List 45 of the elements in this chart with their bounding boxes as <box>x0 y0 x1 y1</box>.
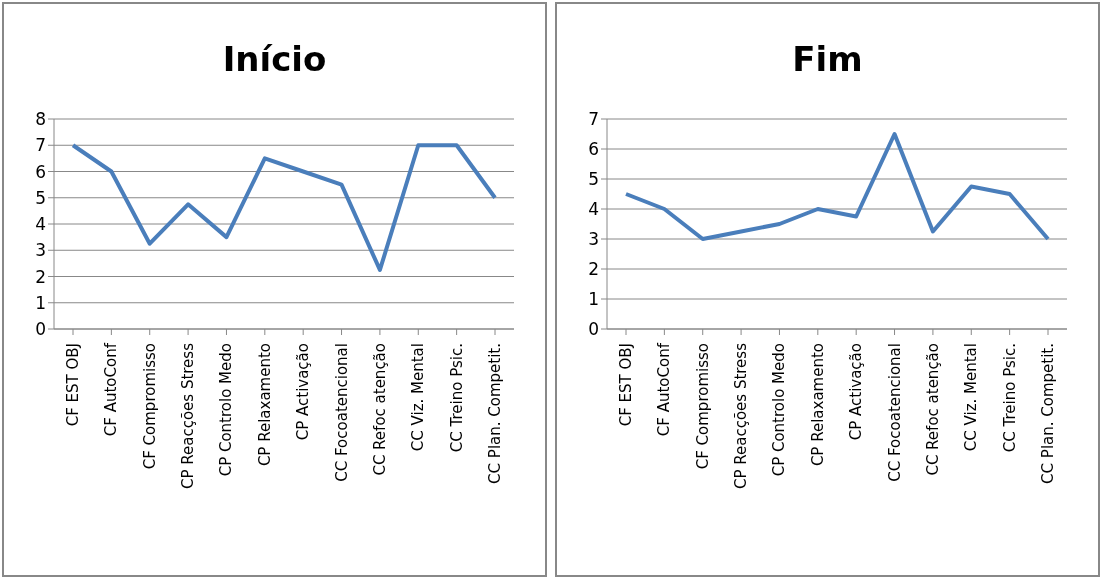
x-tick-label: CF EST OBJ <box>617 343 635 427</box>
y-tick-label: 5 <box>35 187 46 208</box>
x-tick-label: CP Reacções Stress <box>179 342 198 490</box>
y-tick-label: 6 <box>588 139 599 160</box>
x-tick-label: CP Relaxamento <box>255 343 274 467</box>
x-tick-label: CP Relaxamento <box>808 343 827 467</box>
x-tick-label: CF Compromisso <box>140 343 159 470</box>
chart-title: Início <box>221 39 328 81</box>
x-tick-label: CC Refoc atenção <box>370 343 389 476</box>
y-tick-label: 2 <box>588 259 599 280</box>
x-tick-label: CP Controlo Medo <box>770 343 789 477</box>
y-tick-label: 3 <box>588 229 599 250</box>
x-tick-label: CC Treino Psic. <box>1000 343 1019 453</box>
x-tick-label: CF AutoConf <box>102 342 121 437</box>
y-tick-label: 0 <box>35 319 46 340</box>
y-tick-label: 6 <box>35 161 46 182</box>
y-tick-label: 1 <box>35 292 46 313</box>
y-tick-label: 4 <box>35 214 46 235</box>
x-tick-label: CF Compromisso <box>693 343 712 470</box>
x-tick-label: CP Activação <box>294 343 313 441</box>
x-tick-label: CC Viz. Mental <box>409 343 428 452</box>
y-tick-label: 5 <box>588 169 599 190</box>
y-tick-label: 7 <box>35 135 46 156</box>
y-tick-label: 0 <box>588 319 599 340</box>
x-tick-label: CC Plan. Competit. <box>1039 343 1057 484</box>
x-tick-label: CC Plan. Competit. <box>486 343 504 484</box>
x-tick-label: CC Focoatencional <box>885 343 904 482</box>
y-tick-label: 3 <box>35 240 46 261</box>
x-tick-label: CF EST OBJ <box>64 343 82 427</box>
x-tick-label: CC Focoatencional <box>332 343 351 482</box>
x-tick-label: CP Reacções Stress <box>732 342 751 490</box>
x-tick-label: CP Activação <box>847 343 866 441</box>
y-tick-label: 4 <box>588 199 599 220</box>
x-tick-label: CC Viz. Mental <box>962 343 981 452</box>
line-series <box>71 143 497 272</box>
y-tick-label: 7 <box>588 109 599 130</box>
x-tick-label: CC Treino Psic. <box>447 343 466 453</box>
y-tick-label: 2 <box>35 266 46 287</box>
x-tick-label: CP Controlo Medo <box>217 343 236 477</box>
y-tick-label: 1 <box>588 289 599 310</box>
chart-title: Fim <box>791 39 864 81</box>
line-series <box>624 132 1050 241</box>
x-tick-label: CF AutoConf <box>655 342 674 437</box>
y-tick-label: 8 <box>35 109 46 130</box>
x-tick-label: CC Refoc atenção <box>923 343 942 476</box>
